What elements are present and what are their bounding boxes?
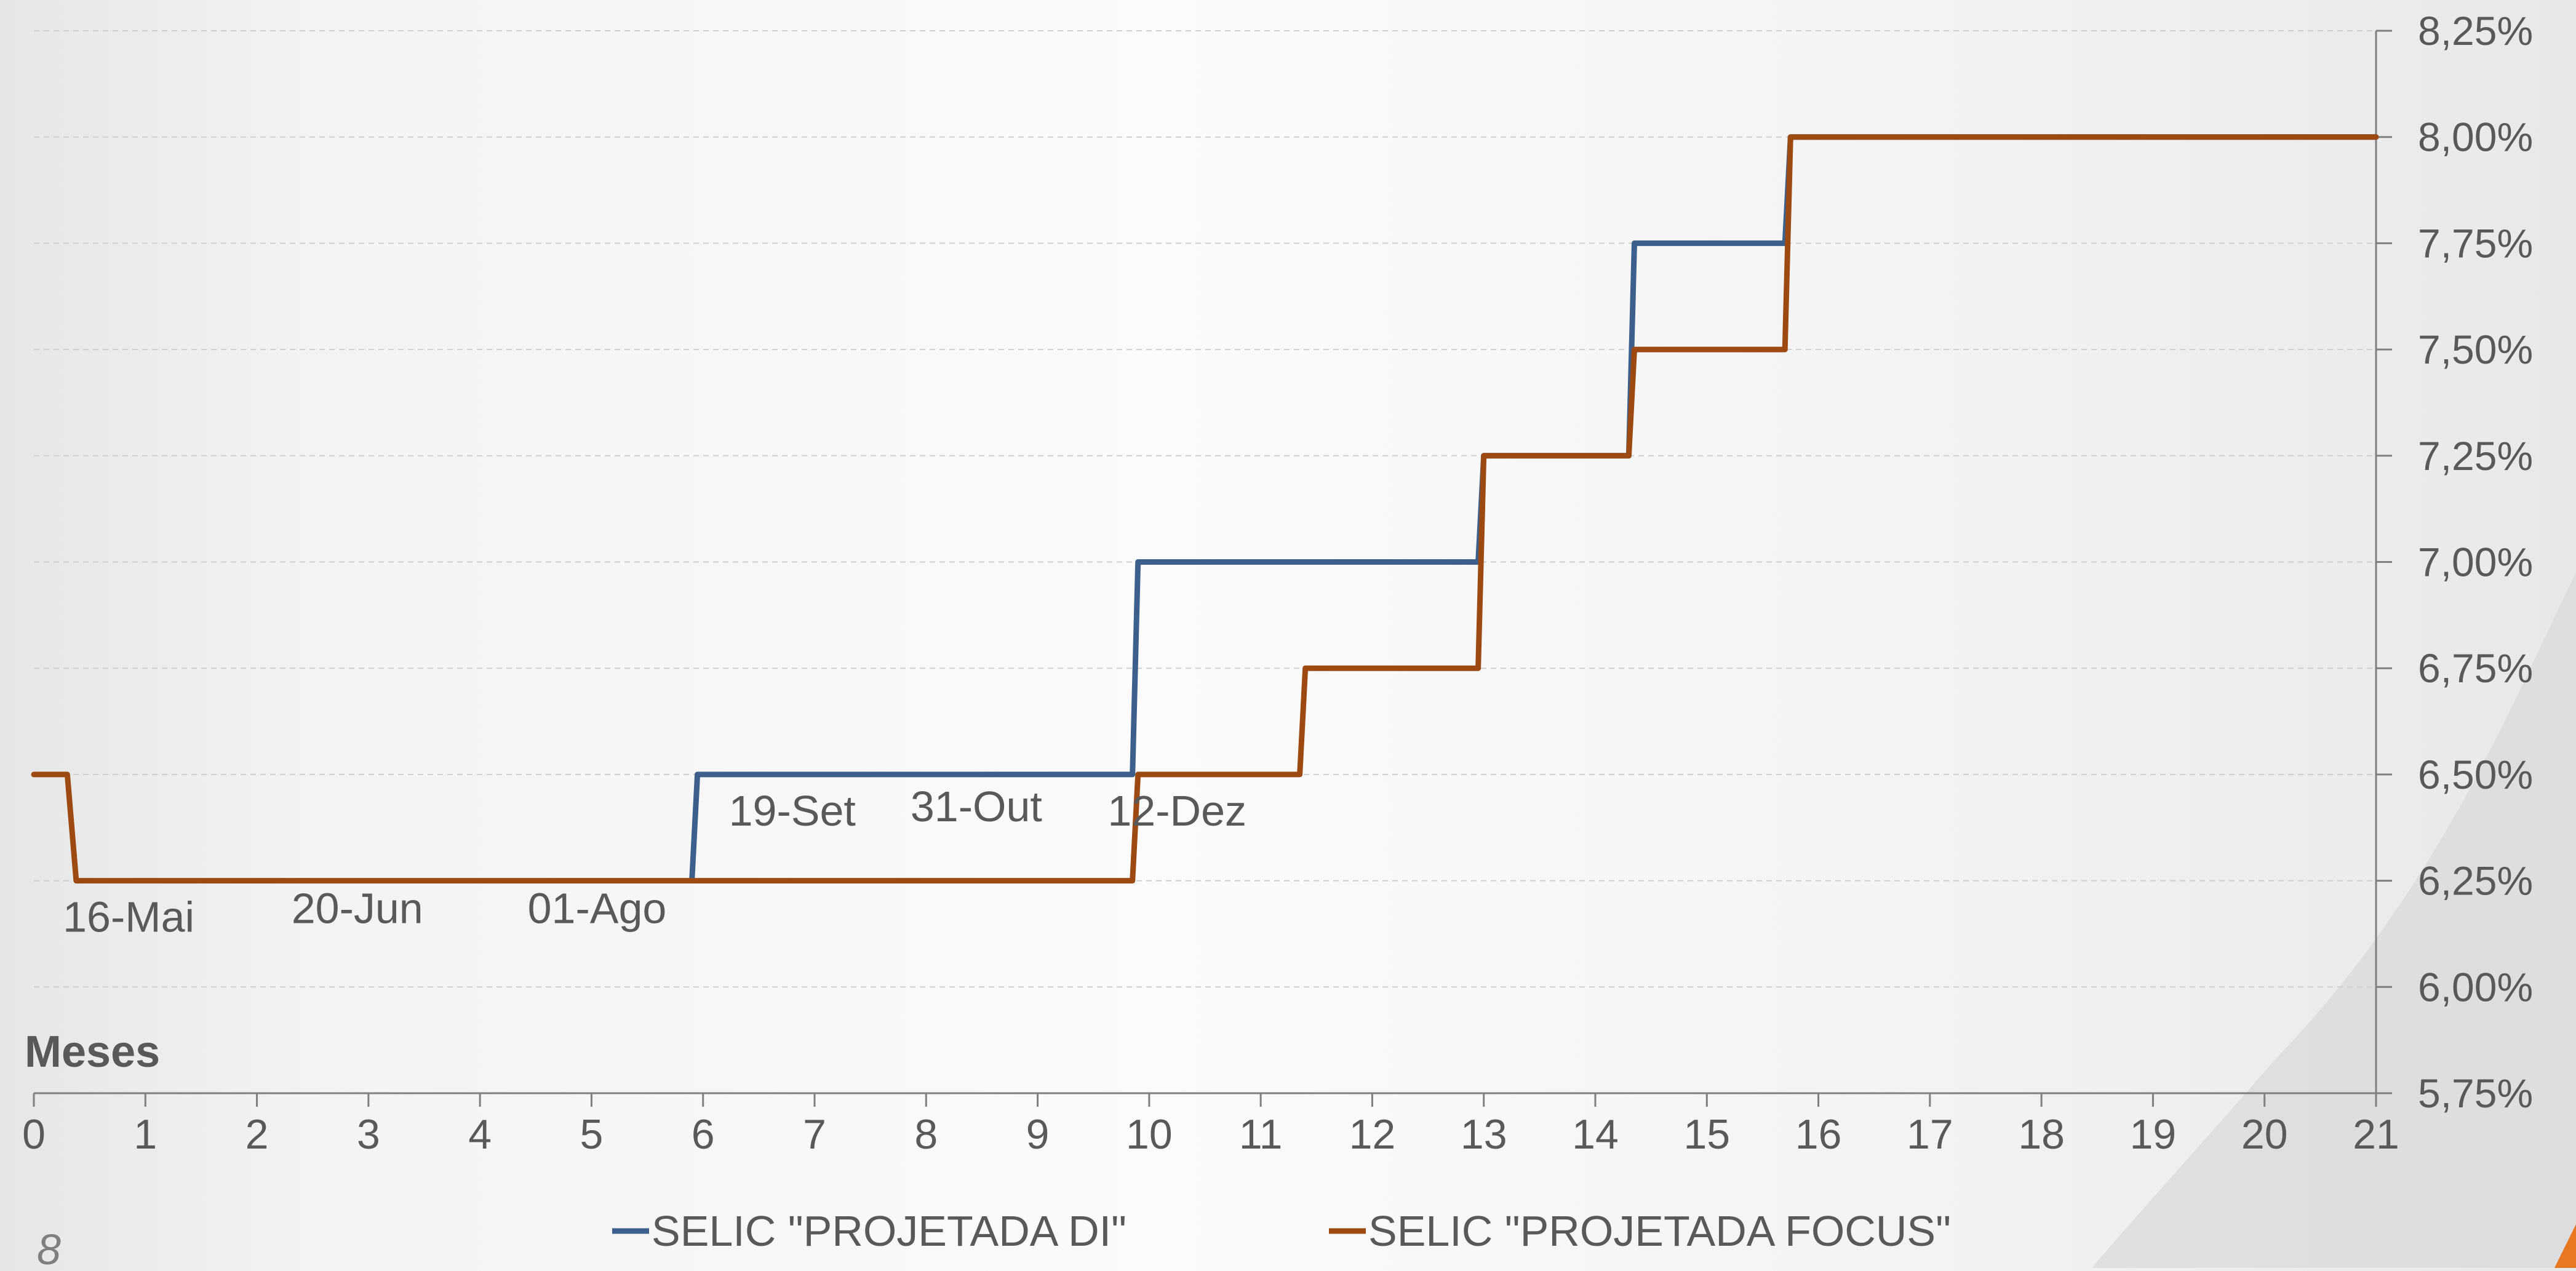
annotation-label: 01-Ago [528, 885, 667, 933]
x-axis-title: Meses [25, 1027, 160, 1077]
decorative-corner-accent [2554, 1224, 2576, 1268]
legend-label-1: SELIC "PROJETADA FOCUS" [1368, 1207, 1951, 1255]
x-tick-label: 12 [1349, 1111, 1396, 1158]
x-tick-label: 21 [2353, 1111, 2399, 1158]
x-tick-label: 3 [357, 1111, 380, 1158]
x-tick-label: 7 [803, 1111, 826, 1158]
decorative-corner-swoosh [2092, 572, 2576, 1268]
x-tick-label: 8 [914, 1111, 938, 1158]
y-tick-label: 6,25% [2418, 858, 2533, 904]
y-tick-label: 7,00% [2418, 540, 2533, 585]
y-tick-label: 5,75% [2418, 1070, 2533, 1116]
axes: 5,75% 6,00% 6,25% 6,50% 6,75% 7,00% 7,25% 7,50%… [22, 8, 2533, 1158]
y-tick-label: 6,00% [2418, 964, 2533, 1010]
x-tick-label: 17 [1907, 1111, 1953, 1158]
x-tick-label: 10 [1126, 1111, 1173, 1158]
y-tick-label: 8,00% [2418, 114, 2533, 160]
y-tick-label: 6,75% [2418, 645, 2533, 691]
gridlines [34, 30, 2376, 988]
x-tick-label: 14 [1572, 1111, 1619, 1158]
x-tick-label: 18 [2018, 1111, 2065, 1158]
legend: SELIC "PROJETADA DI" SELIC "PROJETADA FOC… [612, 1207, 1951, 1255]
annotation-label: 31-Out [911, 783, 1042, 831]
x-tick-label: 2 [245, 1111, 269, 1158]
y-tick-label: 7,25% [2418, 433, 2533, 479]
annotation-label: 12-Dez [1107, 787, 1246, 835]
x-tick-label: 1 [134, 1111, 157, 1158]
annotation-label: 20-Jun [292, 885, 423, 933]
x-tick-label: 0 [22, 1111, 46, 1158]
series-lines [31, 134, 2379, 884]
x-tick-label: 5 [580, 1111, 604, 1158]
y-tick-label: 7,50% [2418, 327, 2533, 372]
y-tick-label: 8,25% [2418, 8, 2533, 54]
series-line-0 [689, 134, 2379, 884]
x-tick-label: 11 [1239, 1111, 1283, 1158]
x-tick-label: 13 [1461, 1111, 1507, 1158]
y-tick-label: 7,75% [2418, 220, 2533, 266]
x-tick-label: 19 [2130, 1111, 2177, 1158]
x-tick-label: 16 [1795, 1111, 1842, 1158]
x-tick-label: 4 [468, 1111, 492, 1158]
x-tick-label: 15 [1683, 1111, 1730, 1158]
x-tick-label: 6 [692, 1111, 715, 1158]
x-tick-label: 9 [1026, 1111, 1050, 1158]
annotation-label: 19-Set [729, 787, 856, 835]
y-tick-label: 6,50% [2418, 752, 2533, 797]
chart-labels: Meses 16-Mai 20-Jun 01-Ago 19-Set 31-Out 12-De… [25, 783, 1246, 1077]
annotation-label: 16-Mai [63, 893, 194, 941]
page-number: 8 [37, 1225, 61, 1268]
legend-label-0: SELIC "PROJETADA DI" [652, 1207, 1127, 1255]
series-line-1 [31, 134, 2379, 884]
x-tick-label: 20 [2241, 1111, 2288, 1158]
